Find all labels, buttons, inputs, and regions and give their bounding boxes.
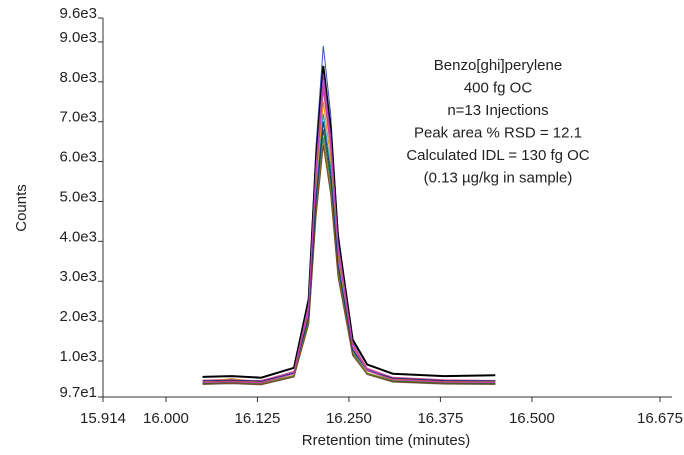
annotation: Peak area % RSD = 12.1 <box>414 124 582 141</box>
y-axis-label: Counts <box>13 184 30 232</box>
series-line <box>202 121 496 382</box>
x-tick-label: 16.375 <box>417 410 463 427</box>
x-axis-label: Rretention time (minutes) <box>302 432 470 449</box>
y-tick-label: 3.0e3 <box>59 268 97 285</box>
y-tick-label: 9.7e1 <box>59 384 97 401</box>
annotation: Benzo[ghi]perylene <box>434 57 562 74</box>
y-tick-label: 9.6e3 <box>59 5 97 22</box>
y-tick-label: 2.0e3 <box>59 308 97 325</box>
series-line <box>202 85 496 384</box>
series-line <box>202 101 496 384</box>
series-line <box>202 65 496 379</box>
x-tick-label: 16.000 <box>143 410 189 427</box>
x-tick-label: 16.500 <box>509 410 555 427</box>
y-tick-label: 8.0e3 <box>59 69 97 86</box>
series-line <box>202 141 496 384</box>
series-line <box>202 145 496 386</box>
x-tick-label: 16.675 <box>637 410 683 427</box>
x-tick-label: 16.250 <box>326 410 372 427</box>
y-tick-label: 4.0e3 <box>59 228 97 245</box>
y-tick-label: 6.0e3 <box>59 149 97 166</box>
series-line <box>202 129 496 385</box>
annotation: (0.13 µg/kg in sample) <box>424 169 573 186</box>
y-tick-label: 7.0e3 <box>59 109 97 126</box>
x-tick-label: 16.125 <box>234 410 280 427</box>
x-tick-label: 15.914 <box>80 410 126 427</box>
annotation: 400 fg OC <box>464 79 533 96</box>
y-tick-label: 5.0e3 <box>59 188 97 205</box>
annotation: n=13 Injections <box>447 102 548 119</box>
y-tick-label: 9.0e3 <box>59 29 97 46</box>
y-tick-label: 1.0e3 <box>59 348 97 365</box>
annotation: Calculated IDL = 130 fg OC <box>406 147 589 164</box>
